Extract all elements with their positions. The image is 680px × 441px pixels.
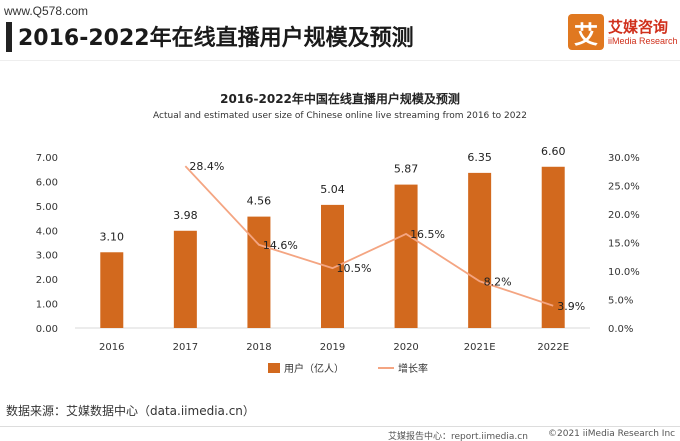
line-value-label: 10.5% <box>337 262 372 275</box>
bar <box>247 216 271 328</box>
line-value-label: 16.5% <box>410 228 445 241</box>
y-left-tick-label: 6.00 <box>36 177 58 188</box>
y-right-tick-label: 20.0% <box>608 210 640 221</box>
line-value-label: 14.6% <box>263 239 298 252</box>
x-tick-label: 2019 <box>320 342 345 353</box>
footer: 艾媒报告中心：report.iimedia.cn ©2021 iiMedia R… <box>0 426 680 441</box>
y-right-tick-label: 30.0% <box>608 153 640 164</box>
title-accent-bar <box>6 22 12 52</box>
legend-bar-label: 用户（亿人） <box>284 362 344 375</box>
x-tick-label: 2020 <box>393 342 418 353</box>
data-source: 数据来源：艾媒数据中心（data.iimedia.cn） <box>6 404 255 418</box>
bar-value-label: 6.35 <box>467 151 492 164</box>
y-left-tick-label: 2.00 <box>36 275 58 286</box>
bar-value-label: 3.98 <box>173 209 198 222</box>
y-right-tick-label: 25.0% <box>608 182 640 193</box>
y-right-tick-label: 15.0% <box>608 239 640 250</box>
y-left-tick-label: 0.00 <box>36 324 58 335</box>
x-tick-label: 2021E <box>464 342 496 353</box>
header-divider <box>0 60 680 61</box>
y-right-tick-label: 5.0% <box>608 296 633 307</box>
line-value-label: 8.2% <box>484 275 512 288</box>
brand-logo: 艾 艾媒咨询 iiMedia Research <box>568 14 678 54</box>
legend-bar-swatch <box>268 363 280 373</box>
y-left-tick-label: 7.00 <box>36 153 58 164</box>
bar <box>100 252 124 328</box>
y-left-tick-label: 4.00 <box>36 226 58 237</box>
growth-line <box>184 165 554 307</box>
logo-subtitle: iiMedia Research <box>608 36 678 46</box>
bar <box>321 204 344 328</box>
bar <box>173 230 197 328</box>
bar <box>394 184 418 328</box>
page-title: 2016-2022年在线直播用户规模及预测 <box>18 26 414 51</box>
y-left-tick-label: 1.00 <box>36 300 58 311</box>
bar-value-label: 3.10 <box>100 230 125 243</box>
bar <box>541 166 565 328</box>
bar <box>468 172 492 328</box>
x-tick-label: 2018 <box>246 342 271 353</box>
chart-title: 2016-2022年中国在线直播用户规模及预测 <box>220 91 460 106</box>
legend-line-label: 增长率 <box>398 362 428 375</box>
y-left-tick-label: 3.00 <box>36 251 58 262</box>
bar-value-label: 4.56 <box>247 195 272 208</box>
y-left-tick-label: 5.00 <box>36 202 58 213</box>
watermark: www.Q578.com <box>4 4 89 18</box>
bar-value-label: 5.87 <box>394 163 419 176</box>
logo-name: 艾媒咨询 <box>608 18 669 36</box>
bar-value-label: 5.04 <box>320 183 345 196</box>
logo-mark: 艾 <box>568 14 604 50</box>
footer-copyright: ©2021 iiMedia Research Inc <box>548 429 676 439</box>
bar-value-label: 6.60 <box>541 145 566 158</box>
footer-report-link[interactable]: 艾媒报告中心：report.iimedia.cn <box>388 432 528 441</box>
line-value-label: 28.4% <box>189 160 224 173</box>
line-value-label: 3.9% <box>557 300 585 313</box>
y-right-tick-label: 10.0% <box>608 267 640 278</box>
x-tick-label: 2016 <box>99 342 124 353</box>
chart-subtitle: Actual and estimated user size of Chines… <box>153 111 527 121</box>
y-right-tick-label: 0.0% <box>608 324 633 335</box>
x-tick-label: 2017 <box>173 342 198 353</box>
x-tick-label: 2022E <box>537 342 569 353</box>
